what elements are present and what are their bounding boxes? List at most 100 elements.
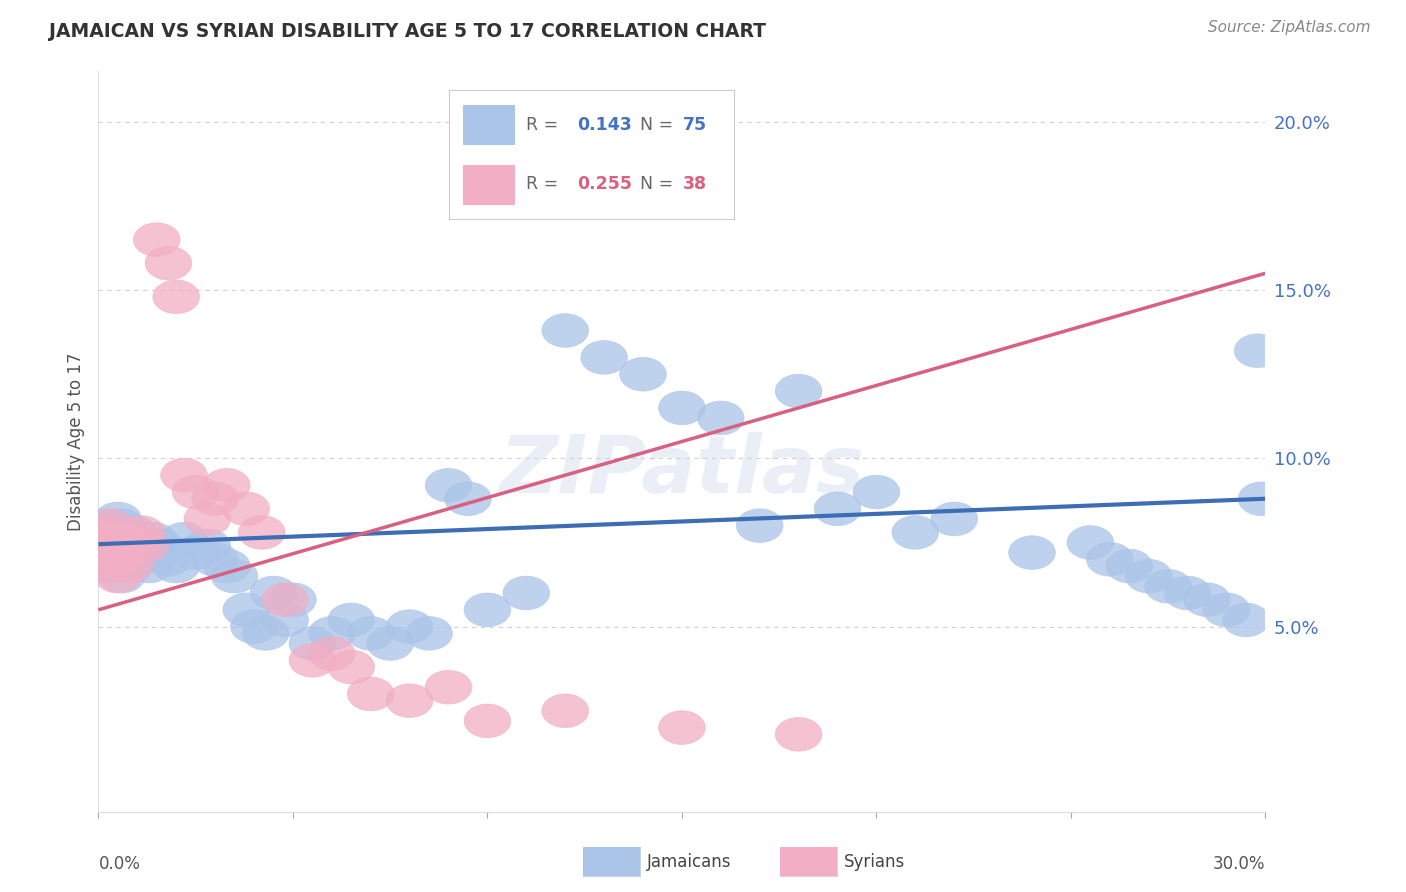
Ellipse shape bbox=[464, 593, 510, 626]
Ellipse shape bbox=[184, 502, 231, 536]
Ellipse shape bbox=[328, 650, 374, 684]
Y-axis label: Disability Age 5 to 17: Disability Age 5 to 17 bbox=[66, 352, 84, 531]
Ellipse shape bbox=[138, 529, 184, 563]
Ellipse shape bbox=[328, 603, 374, 637]
Ellipse shape bbox=[98, 508, 145, 542]
Ellipse shape bbox=[503, 576, 550, 610]
Ellipse shape bbox=[1223, 603, 1270, 637]
Ellipse shape bbox=[204, 549, 250, 582]
Ellipse shape bbox=[129, 523, 176, 556]
Text: ZIPatlas: ZIPatlas bbox=[499, 432, 865, 510]
Ellipse shape bbox=[308, 637, 356, 671]
Ellipse shape bbox=[1239, 482, 1285, 516]
Ellipse shape bbox=[581, 341, 627, 375]
Ellipse shape bbox=[658, 711, 706, 745]
Ellipse shape bbox=[83, 549, 129, 582]
Ellipse shape bbox=[79, 523, 125, 556]
Ellipse shape bbox=[90, 523, 138, 556]
Text: Syrians: Syrians bbox=[844, 853, 905, 871]
Ellipse shape bbox=[1144, 569, 1191, 603]
Ellipse shape bbox=[110, 529, 157, 563]
Ellipse shape bbox=[87, 508, 134, 542]
Ellipse shape bbox=[160, 523, 207, 556]
Ellipse shape bbox=[79, 516, 125, 549]
Ellipse shape bbox=[697, 401, 744, 434]
Ellipse shape bbox=[98, 542, 145, 576]
Ellipse shape bbox=[114, 523, 160, 556]
Ellipse shape bbox=[87, 529, 134, 563]
Ellipse shape bbox=[107, 549, 153, 582]
Ellipse shape bbox=[250, 576, 297, 610]
Ellipse shape bbox=[1164, 576, 1211, 610]
Ellipse shape bbox=[90, 529, 138, 563]
Ellipse shape bbox=[224, 492, 270, 525]
Ellipse shape bbox=[387, 610, 433, 643]
Ellipse shape bbox=[191, 482, 239, 516]
Ellipse shape bbox=[98, 525, 145, 559]
Ellipse shape bbox=[90, 542, 138, 576]
Ellipse shape bbox=[153, 549, 200, 582]
Ellipse shape bbox=[87, 523, 134, 556]
Ellipse shape bbox=[541, 314, 589, 347]
Ellipse shape bbox=[224, 593, 270, 626]
Ellipse shape bbox=[87, 516, 134, 549]
Ellipse shape bbox=[931, 502, 977, 536]
Text: 30.0%: 30.0% bbox=[1213, 855, 1265, 873]
Ellipse shape bbox=[134, 536, 180, 569]
Text: 0.0%: 0.0% bbox=[98, 855, 141, 873]
Ellipse shape bbox=[387, 684, 433, 717]
Ellipse shape bbox=[425, 671, 472, 704]
Ellipse shape bbox=[814, 492, 860, 525]
Ellipse shape bbox=[107, 525, 153, 559]
Ellipse shape bbox=[891, 516, 939, 549]
Ellipse shape bbox=[308, 616, 356, 650]
Ellipse shape bbox=[110, 533, 157, 566]
Ellipse shape bbox=[125, 549, 173, 582]
Ellipse shape bbox=[262, 603, 308, 637]
Ellipse shape bbox=[204, 468, 250, 502]
Ellipse shape bbox=[347, 616, 394, 650]
Ellipse shape bbox=[775, 375, 823, 408]
Ellipse shape bbox=[134, 223, 180, 257]
Ellipse shape bbox=[262, 582, 308, 616]
Ellipse shape bbox=[118, 516, 165, 549]
Ellipse shape bbox=[191, 542, 239, 576]
Ellipse shape bbox=[853, 475, 900, 508]
Ellipse shape bbox=[122, 529, 169, 563]
Ellipse shape bbox=[425, 468, 472, 502]
Ellipse shape bbox=[122, 529, 169, 563]
Ellipse shape bbox=[114, 542, 160, 576]
Ellipse shape bbox=[83, 508, 129, 542]
Ellipse shape bbox=[290, 627, 336, 660]
Ellipse shape bbox=[737, 508, 783, 542]
Ellipse shape bbox=[242, 616, 290, 650]
Ellipse shape bbox=[1204, 593, 1250, 626]
Ellipse shape bbox=[464, 704, 510, 738]
Ellipse shape bbox=[145, 542, 191, 576]
Ellipse shape bbox=[231, 610, 277, 643]
Ellipse shape bbox=[87, 536, 134, 569]
Ellipse shape bbox=[620, 358, 666, 391]
Ellipse shape bbox=[114, 523, 160, 556]
Ellipse shape bbox=[1067, 525, 1114, 559]
Ellipse shape bbox=[94, 536, 141, 569]
Ellipse shape bbox=[367, 627, 413, 660]
Ellipse shape bbox=[90, 549, 138, 582]
Ellipse shape bbox=[290, 643, 336, 677]
Ellipse shape bbox=[184, 529, 231, 563]
Ellipse shape bbox=[239, 516, 285, 549]
Ellipse shape bbox=[173, 536, 219, 569]
Ellipse shape bbox=[1087, 542, 1133, 576]
Ellipse shape bbox=[658, 391, 706, 425]
Ellipse shape bbox=[103, 525, 149, 559]
Ellipse shape bbox=[347, 677, 394, 711]
Ellipse shape bbox=[118, 536, 165, 569]
Ellipse shape bbox=[211, 559, 257, 593]
Ellipse shape bbox=[83, 525, 129, 559]
Ellipse shape bbox=[1234, 334, 1281, 368]
Ellipse shape bbox=[406, 616, 453, 650]
Ellipse shape bbox=[153, 280, 200, 314]
Ellipse shape bbox=[94, 542, 141, 576]
Ellipse shape bbox=[1184, 582, 1230, 616]
Ellipse shape bbox=[541, 694, 589, 728]
